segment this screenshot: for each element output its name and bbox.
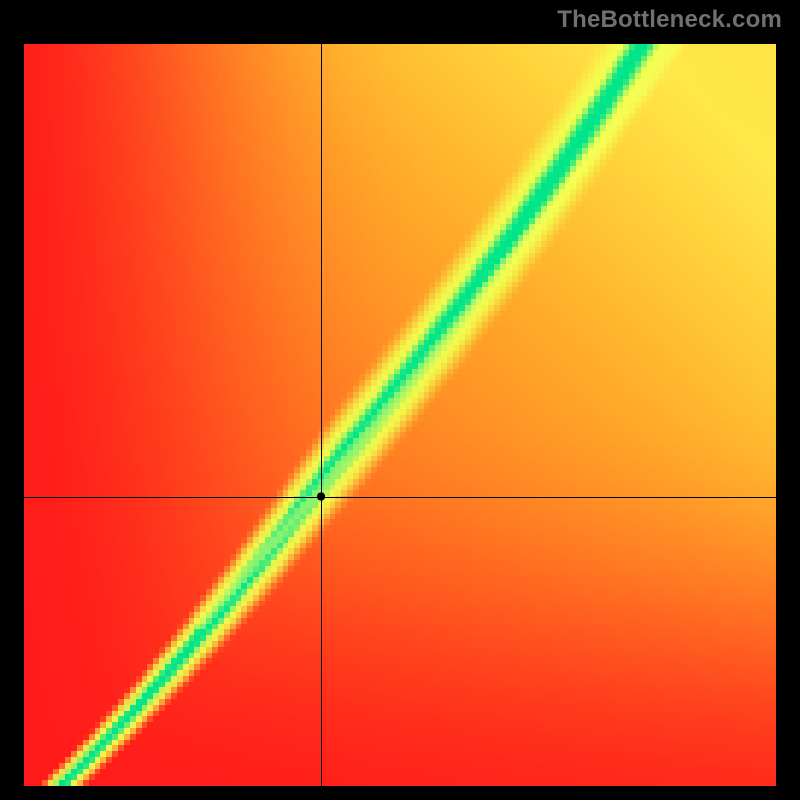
figure-root: TheBottleneck.com — [0, 0, 800, 800]
heatmap-plot — [24, 44, 776, 786]
heatmap-canvas — [24, 44, 776, 786]
watermark-text: TheBottleneck.com — [557, 6, 782, 34]
